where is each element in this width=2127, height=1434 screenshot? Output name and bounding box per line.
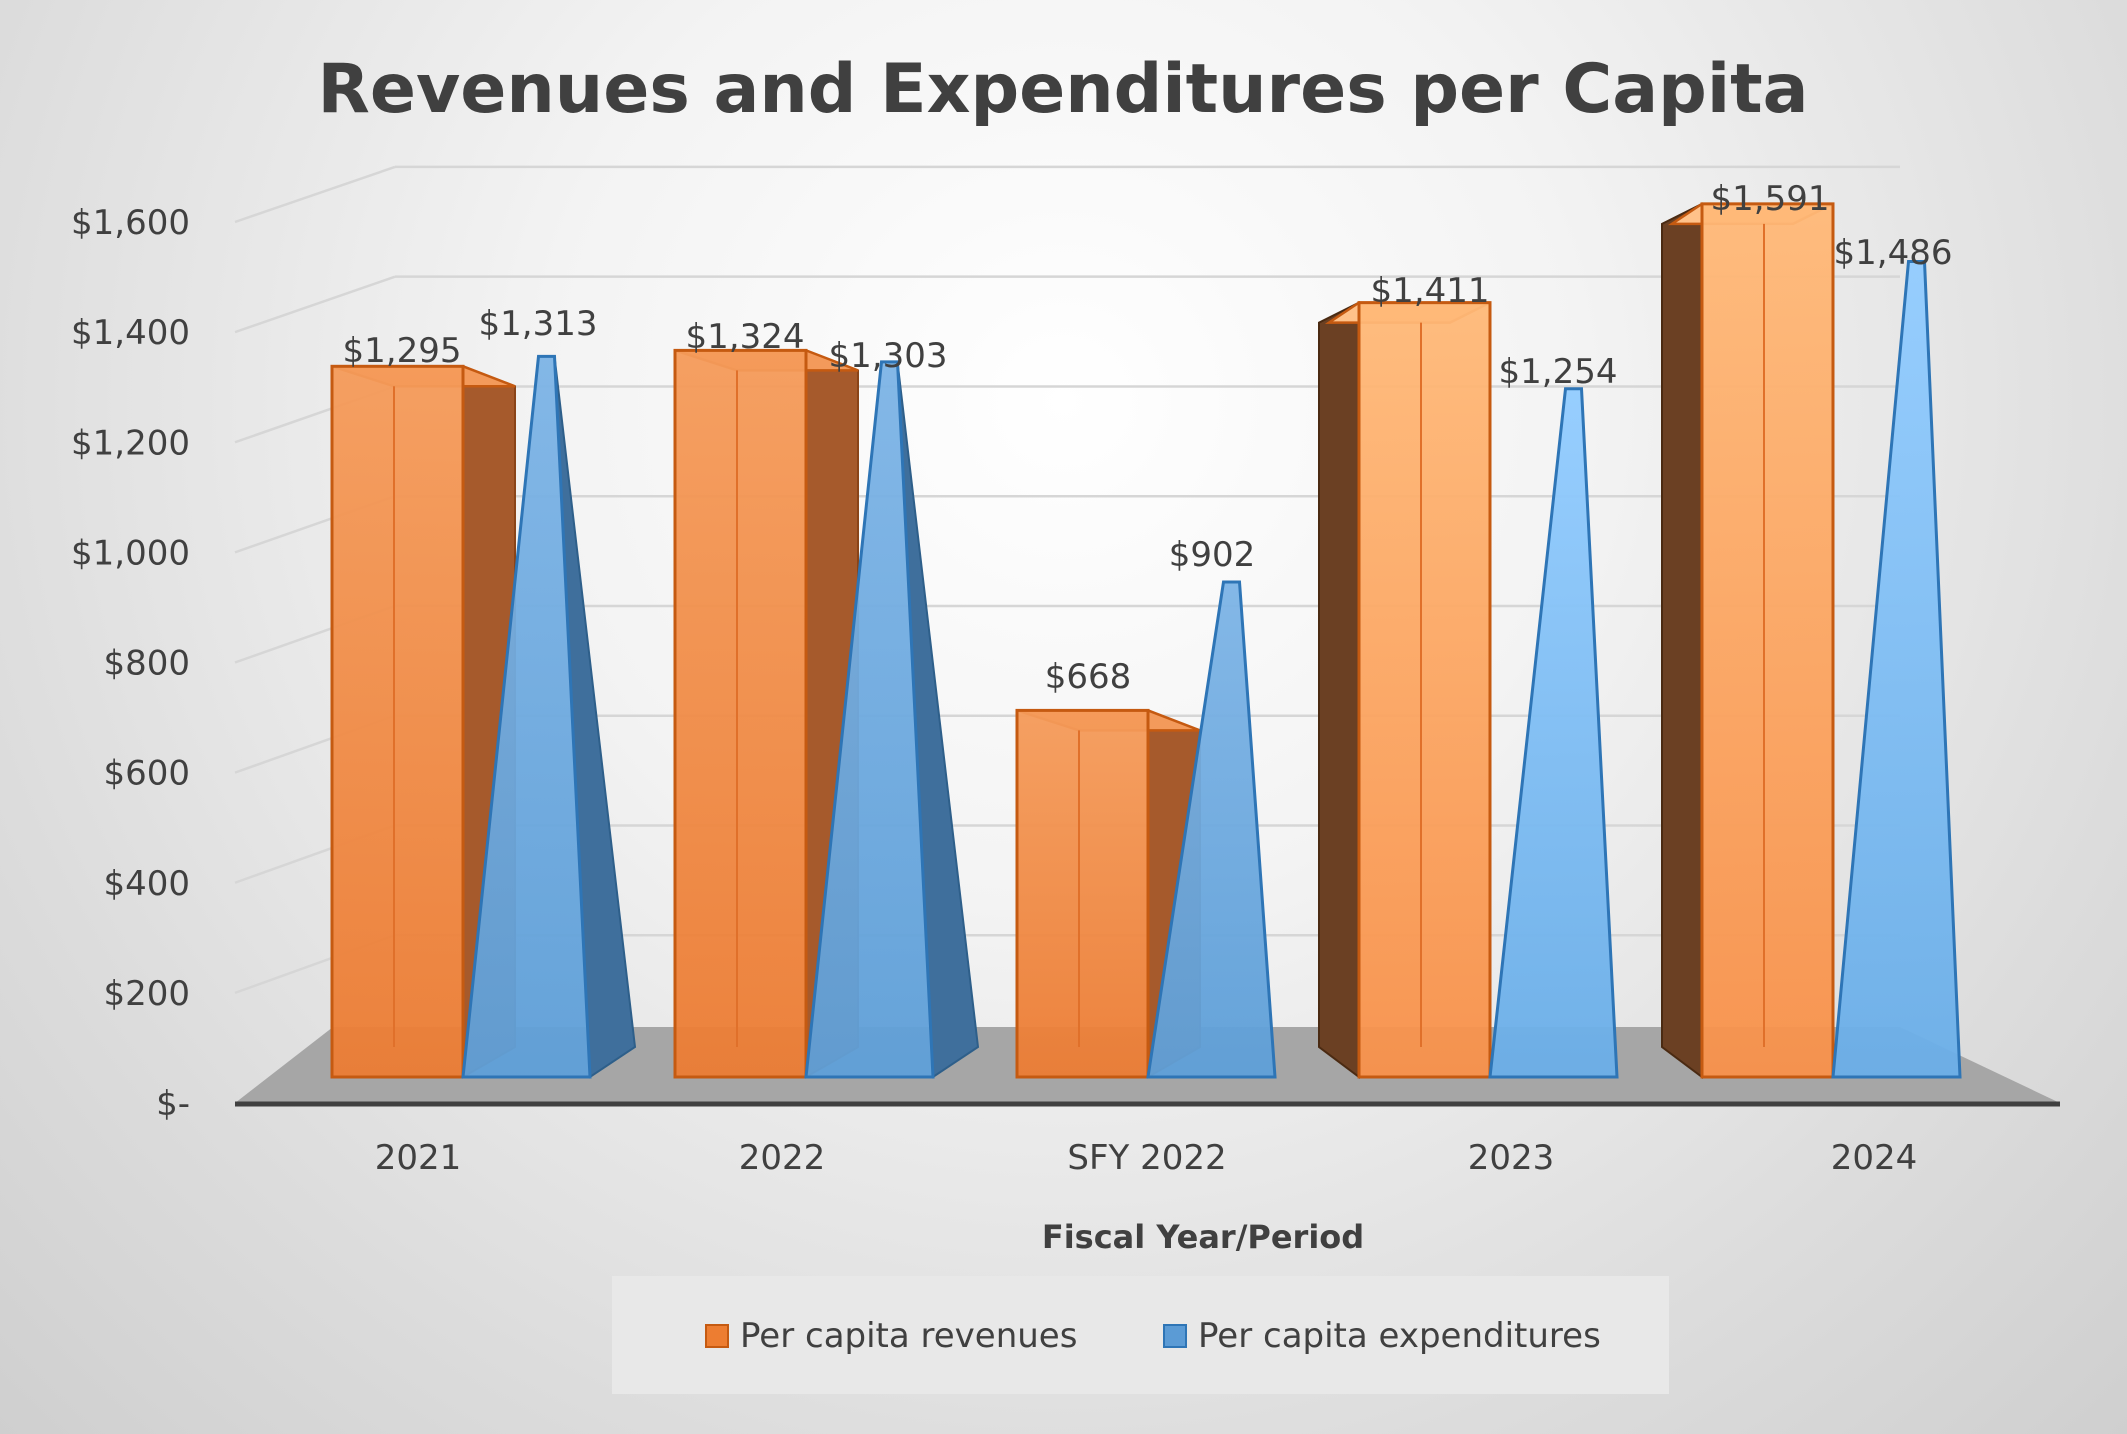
data-labels: $1,295 $1,313 $1,324 $1,303 $668 $902 $1,411 $1… <box>343 179 1953 697</box>
gridlines <box>234 165 1900 995</box>
x-axis: 2021 2022 SFY 2022 2023 2024 <box>375 1138 1918 1178</box>
legend-item: Per capita expenditures <box>1163 1316 1601 1356</box>
bar-expenditure-2023 <box>1488 387 1619 1079</box>
x-tick-label: 2022 <box>739 1138 826 1178</box>
pyramid-front <box>1831 259 1962 1079</box>
data-label-expenditure: $1,303 <box>829 336 948 376</box>
chart-title: Revenues and Expenditures per Capita <box>317 50 1808 129</box>
y-tick-label: $1,200 <box>71 423 190 463</box>
gridline-side <box>234 275 396 334</box>
legend-item: Per capita revenues <box>705 1316 1077 1356</box>
y-tick-label: $800 <box>103 644 190 684</box>
bar-expenditure-SFY 2022 <box>1146 580 1277 1079</box>
legend-label: Per capita expenditures <box>1198 1316 1601 1356</box>
bar-front <box>673 348 808 1079</box>
y-tick-label: $200 <box>103 974 190 1014</box>
data-label-expenditure: $1,313 <box>479 304 598 344</box>
data-label-revenue: $1,591 <box>1711 179 1830 219</box>
bar-front <box>330 364 465 1079</box>
legend-swatch-expenditures <box>1163 1324 1187 1348</box>
bar-side <box>1661 202 1703 1079</box>
x-tick-label: 2021 <box>375 1138 462 1178</box>
y-axis: $- $200 $400 $600 $800 $1,000 $1,200 $1,400 $1,6… <box>71 203 190 1124</box>
gridline-side <box>234 165 396 224</box>
bar-front <box>1015 708 1150 1079</box>
bar-front <box>1700 202 1835 1079</box>
data-label-revenue: $1,295 <box>343 331 462 371</box>
x-tick-label: 2023 <box>1468 1138 1555 1178</box>
bar-expenditure-2024 <box>1831 259 1962 1079</box>
bar-side <box>1318 301 1360 1079</box>
x-tick-label: SFY 2022 <box>1067 1138 1226 1178</box>
pyramid-front <box>1146 580 1277 1079</box>
data-label-expenditure: $902 <box>1169 535 1256 575</box>
data-label-expenditure: $1,254 <box>1499 352 1618 392</box>
legend-swatch-revenues <box>705 1324 729 1348</box>
x-tick-label: 2024 <box>1831 1138 1918 1178</box>
pyramid-front <box>804 360 935 1079</box>
legend-label: Per capita revenues <box>740 1316 1077 1356</box>
bar-expenditure-2021 <box>461 354 637 1079</box>
y-tick-label: $400 <box>103 864 190 904</box>
bar-expenditure-2022 <box>804 360 980 1079</box>
pyramid-front <box>1488 387 1619 1079</box>
data-label-revenue: $1,324 <box>686 317 805 357</box>
legend-box <box>612 1276 1669 1394</box>
y-tick-label: $- <box>156 1084 190 1124</box>
bar-revenue-2023 <box>1318 301 1492 1079</box>
pyramid-front <box>461 354 592 1079</box>
legend: Per capita revenues Per capita expenditur… <box>612 1276 1669 1394</box>
y-tick-label: $1,600 <box>71 203 190 243</box>
bar-front <box>1357 301 1492 1079</box>
y-tick-label: $1,400 <box>71 313 190 353</box>
y-tick-label: $600 <box>103 754 190 794</box>
y-tick-label: $1,000 <box>71 533 190 573</box>
bar-revenue-2024 <box>1661 202 1835 1079</box>
data-label-revenue: $668 <box>1045 657 1132 697</box>
bars <box>330 202 1962 1079</box>
x-axis-title: Fiscal Year/Period <box>1042 1218 1364 1256</box>
data-label-revenue: $1,411 <box>1371 271 1490 311</box>
data-label-expenditure: $1,486 <box>1834 233 1953 273</box>
